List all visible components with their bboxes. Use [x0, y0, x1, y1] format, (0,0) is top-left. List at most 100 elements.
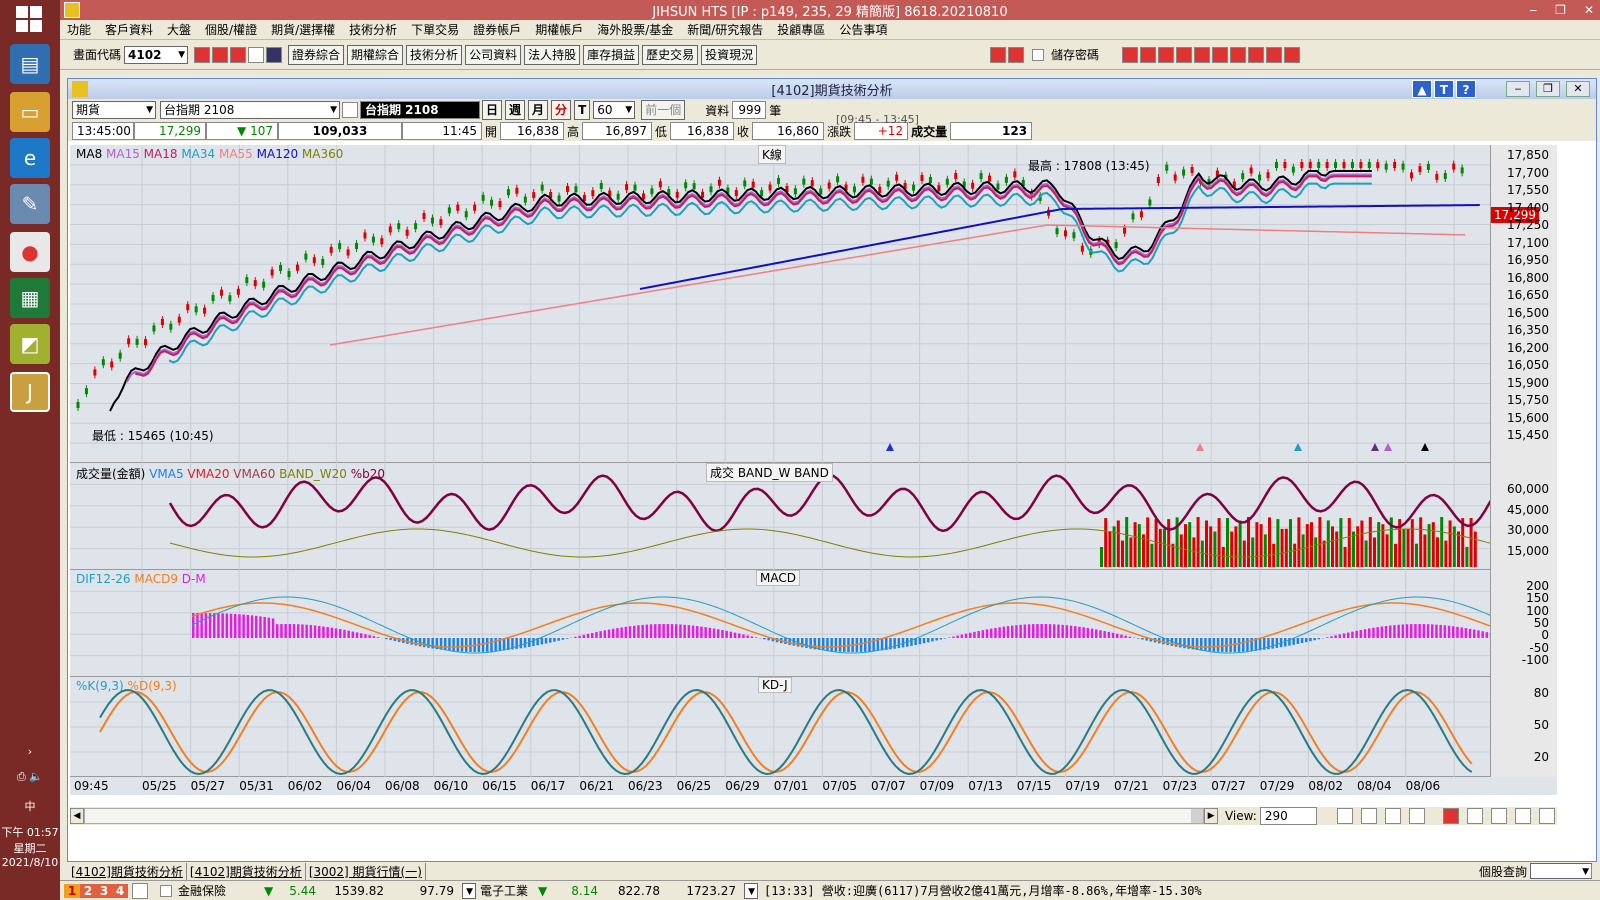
ticker-page-1[interactable]: 1	[64, 883, 80, 898]
ticker-page-4[interactable]: 4	[112, 883, 128, 898]
tab-4102-a[interactable]: [4102]期貨技術分析	[68, 862, 187, 880]
securities-summary-button[interactable]: 證券綜合	[288, 44, 345, 65]
file-explorer-icon[interactable]: ▭	[10, 92, 50, 132]
stock-query-input[interactable]	[1530, 863, 1592, 880]
tray-network-volume-icon[interactable]: ⎙ 🔈	[17, 770, 43, 783]
screen-code-input[interactable]: 4102	[124, 45, 189, 64]
period-tick-button[interactable]: T	[574, 100, 591, 120]
menu-securities-account[interactable]: 證券帳戶	[473, 23, 522, 37]
print-chart-icon[interactable]	[1491, 808, 1507, 824]
kd-pane[interactable]: %K(9,3) %D(9,3) KD-J	[70, 677, 1490, 777]
notes-icon[interactable]: ◩	[10, 324, 50, 364]
kline-pane[interactable]: MA8 MA15 MA18 MA34 MA55 MA120 MA360 K線 最…	[70, 145, 1490, 463]
tool-icon-6[interactable]	[1212, 46, 1229, 63]
tray-ime[interactable]: 中	[24, 800, 36, 813]
tool-icon-10[interactable]	[1284, 46, 1301, 63]
tool-icon-5[interactable]	[1194, 46, 1211, 63]
chart-settings-icon[interactable]	[1539, 808, 1555, 824]
ticker-item2-dropdown[interactable]	[744, 882, 758, 900]
save-password-checkbox[interactable]	[1032, 48, 1044, 61]
tab-3002[interactable]: [3002] 期貨行情(一)	[306, 862, 426, 880]
menu-client-data[interactable]: 客戶資料	[105, 23, 154, 37]
scroll-thumb[interactable]	[1191, 809, 1204, 823]
zoom-out-icon[interactable]	[1361, 808, 1377, 824]
menu-announcements[interactable]: 公告事項	[839, 23, 888, 37]
panel-minimize-button[interactable]: ‒	[1506, 81, 1530, 97]
tool-icon-2[interactable]	[1140, 46, 1157, 63]
investment-status-button[interactable]: 投資現況	[701, 44, 758, 65]
panel-restore-button[interactable]: ❐	[1536, 81, 1560, 97]
zoom-in-icon[interactable]	[1337, 808, 1353, 824]
paint-icon[interactable]: ✎	[10, 184, 50, 224]
print-icon[interactable]	[230, 46, 247, 63]
pan-icon[interactable]	[1385, 808, 1401, 824]
company-data-button[interactable]: 公司資料	[465, 44, 522, 65]
help-button[interactable]: ?	[1456, 80, 1476, 98]
menu-futures-account[interactable]: 期權帳戶	[535, 23, 584, 37]
tool-icon-3[interactable]	[1158, 46, 1175, 63]
scroll-right-button[interactable]: ▶	[1204, 808, 1218, 824]
spreadsheet-icon[interactable]: ▦	[10, 278, 50, 318]
window-icon[interactable]	[212, 46, 229, 63]
ticker-checkbox[interactable]	[160, 884, 172, 897]
prev-icon[interactable]	[990, 46, 1006, 63]
indicator-icon[interactable]	[1443, 808, 1459, 824]
macd-pane[interactable]: DIF12-26 MACD9 D-M MACD	[70, 570, 1490, 677]
view-value[interactable]: 290	[1259, 807, 1317, 825]
tray-time[interactable]: 下午 01:57	[1, 826, 59, 839]
news-ticker[interactable]: [13:33] 營收:迎廣(6117)7月營收2億41萬元,月增率-8.86%,…	[764, 884, 1202, 898]
refresh-icon[interactable]	[1409, 808, 1425, 824]
tool-icon-7[interactable]	[1230, 46, 1247, 63]
menu-overseas[interactable]: 海外股票/基金	[597, 23, 674, 37]
menu-order[interactable]: 下單交易	[411, 23, 460, 37]
scroll-track[interactable]	[83, 808, 1205, 824]
trade-history-button[interactable]: 歷史交易	[642, 44, 699, 65]
restore-button[interactable]: ❐	[1555, 3, 1566, 17]
market-select[interactable]: 期貨	[72, 101, 156, 119]
menu-technical-analysis[interactable]: 技術分析	[349, 23, 398, 37]
copy-icon[interactable]	[1467, 808, 1483, 824]
prev-contract-button[interactable]: 前一個	[641, 100, 686, 120]
minute-interval-select[interactable]: 60	[593, 101, 636, 119]
panel-close-button[interactable]: ✕	[1566, 81, 1590, 97]
chrome-icon[interactable]: ●	[10, 232, 50, 272]
menu-function[interactable]: 功能	[67, 23, 92, 37]
alert-button[interactable]: ▲	[1412, 80, 1432, 98]
period-month-button[interactable]: 月	[528, 100, 549, 120]
search-icon[interactable]	[194, 46, 211, 63]
lock-icon[interactable]	[132, 882, 148, 899]
ticker-item1-dropdown[interactable]	[462, 882, 476, 900]
minimize-button[interactable]: ‒	[1529, 3, 1538, 17]
inventory-pnl-button[interactable]: 庫存損益	[583, 44, 640, 65]
dropdown-icon[interactable]	[266, 46, 283, 63]
menu-advisory[interactable]: 投顧專區	[777, 23, 826, 37]
volume-pane[interactable]: 成交量(金額) VMA5 VMA20 VMA60 BAND_W20 %b20 成…	[70, 463, 1490, 570]
period-minute-button[interactable]: 分	[551, 100, 572, 120]
menu-news[interactable]: 新聞/研究報告	[687, 23, 764, 37]
windows-start-icon[interactable]	[16, 6, 44, 34]
tool-icon-8[interactable]	[1248, 46, 1265, 63]
period-week-button[interactable]: 週	[505, 100, 526, 120]
tool-icon-1[interactable]	[1122, 46, 1139, 63]
menu-market[interactable]: 大盤	[167, 23, 192, 37]
contract-search-icon[interactable]	[342, 102, 358, 118]
settings-icon[interactable]	[248, 46, 265, 63]
draw-icon[interactable]	[1515, 808, 1531, 824]
tool-icon-9[interactable]	[1266, 46, 1283, 63]
jihsun-app-icon[interactable]: J	[10, 372, 50, 412]
tray-expand-icon[interactable]: ›	[27, 745, 33, 758]
close-button[interactable]: ✕	[1583, 3, 1594, 17]
technical-analysis-button[interactable]: 技術分析	[406, 44, 463, 65]
menu-futures-options[interactable]: 期貨/選擇權	[271, 23, 336, 37]
menu-stocks-warrants[interactable]: 個股/權證	[205, 23, 258, 37]
ticker-page-2[interactable]: 2	[80, 883, 96, 898]
ticker-page-3[interactable]: 3	[96, 883, 112, 898]
internet-explorer-icon[interactable]: e	[10, 138, 50, 178]
tab-4102-b[interactable]: [4102]期貨技術分析	[187, 862, 306, 880]
futures-summary-button[interactable]: 期權綜合	[347, 44, 404, 65]
contract-select[interactable]: 台指期 2108	[160, 101, 340, 119]
next-icon[interactable]	[1008, 46, 1024, 63]
institutional-holdings-button[interactable]: 法人持股	[524, 44, 581, 65]
scroll-left-button[interactable]: ◀	[70, 808, 84, 824]
text-button[interactable]: T	[1434, 80, 1454, 98]
